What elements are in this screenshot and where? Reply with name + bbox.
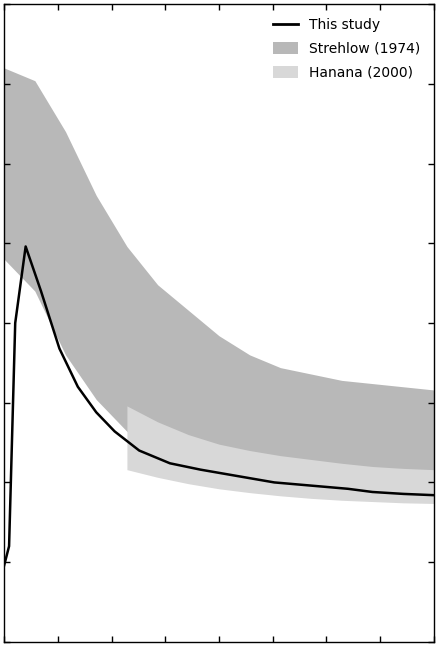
Legend: This study, Strehlow (1974), Hanana (2000): This study, Strehlow (1974), Hanana (200… <box>265 11 427 87</box>
